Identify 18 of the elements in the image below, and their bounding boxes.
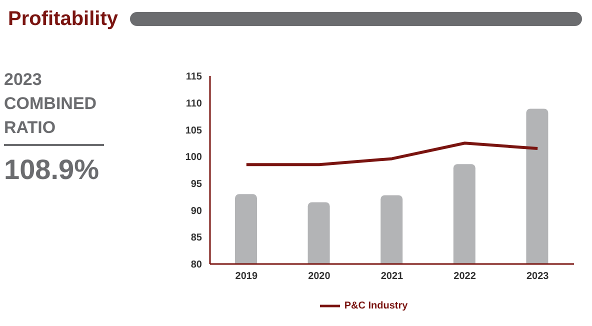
y-tick-label: 110 <box>186 98 202 110</box>
y-tick-label: 105 <box>185 125 202 136</box>
legend-label: P&C Industry <box>344 300 408 312</box>
y-tick-label: 80 <box>190 260 202 271</box>
y-tick-label: 115 <box>186 72 202 83</box>
y-tick-label: 100 <box>185 152 202 164</box>
y-tick-label: 95 <box>190 178 202 190</box>
x-tick-label: 2021 <box>380 271 404 282</box>
text: 108.9% <box>4 154 99 186</box>
x-tick-label: 2020 <box>308 271 331 282</box>
x-tick-label: 2022 <box>454 271 476 282</box>
text: 2023 COMBINED RATIO <box>4 69 98 139</box>
line-series <box>244 142 540 166</box>
chart-title: Profitability <box>8 8 118 31</box>
y-tick-label: 90 <box>190 206 202 217</box>
y-tick-label: 85 <box>190 232 202 244</box>
x-tick-label: 2019 <box>235 271 258 282</box>
x-tick-label: 2023 <box>526 271 550 282</box>
